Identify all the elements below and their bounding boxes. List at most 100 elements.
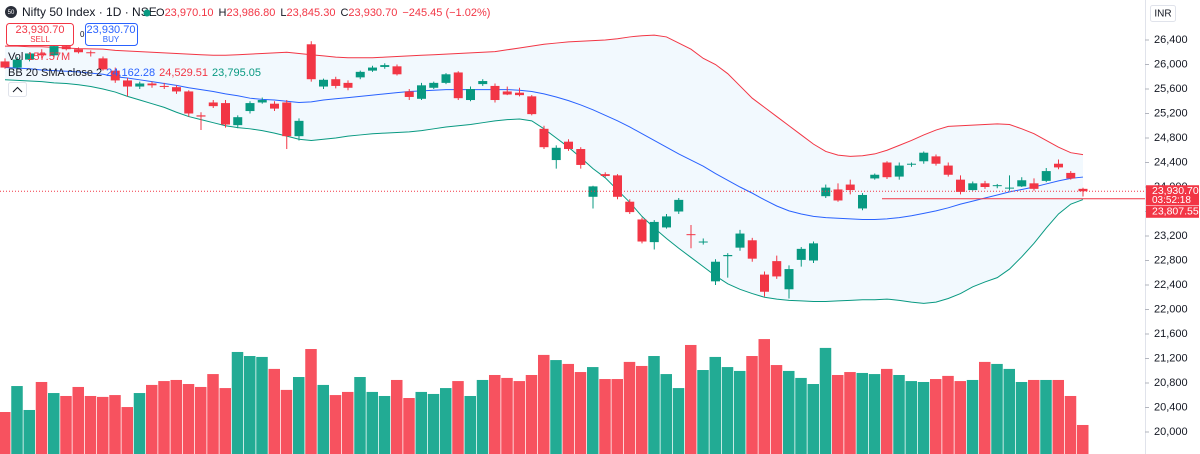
volume-bar: [219, 388, 231, 454]
overlay: 50 Nifty 50 Index · 1D · NSE O23,970.10 H…: [5, 5, 1176, 97]
volume-bar: [133, 393, 146, 454]
ohlc-value: 23,986.80: [226, 7, 275, 19]
ohlc-value: 23,970.10: [165, 7, 214, 19]
volume-bar: [391, 379, 403, 454]
volume-bar: [746, 356, 758, 454]
candle-body: [0, 61, 10, 68]
y-tick-label: 22,000: [1154, 303, 1188, 315]
volume-bar: [611, 379, 623, 454]
y-tick-label: 21,200: [1154, 352, 1188, 364]
volume-bar: [293, 377, 305, 454]
volume-bar: [476, 379, 489, 454]
volume-bar: [195, 386, 207, 454]
logo-text: 50: [8, 10, 15, 16]
candle-body: [282, 102, 292, 137]
volume-bar: [942, 375, 954, 454]
currency: INR: [1154, 9, 1171, 20]
y-tick-label: 22,800: [1154, 254, 1188, 266]
volume-bar: [856, 372, 868, 454]
volume-bar: [991, 363, 1003, 454]
candle-body: [98, 58, 108, 70]
candle-body: [37, 53, 47, 56]
volume-bar: [317, 384, 329, 454]
volume-bar: [819, 347, 832, 454]
volume-bar: [280, 389, 293, 454]
candle-body: [404, 91, 414, 97]
volume-bar: [403, 398, 415, 454]
candle-body: [662, 216, 671, 228]
collapse-icon: [12, 86, 23, 93]
volume-bar: [489, 374, 501, 454]
candle-body: [429, 82, 439, 88]
candle-body: [735, 233, 745, 248]
candle-body: [588, 186, 598, 197]
candle-body: [723, 254, 733, 257]
candle-body: [943, 165, 953, 175]
volume-bar: [930, 379, 942, 454]
volume-bar: [550, 360, 562, 454]
volume-bar: [636, 365, 648, 454]
volume-bar: [795, 377, 807, 454]
candle-body: [833, 189, 843, 201]
volume-bar: [366, 391, 378, 454]
candle-body: [49, 46, 59, 56]
candle-body: [784, 269, 794, 290]
volume-bar: [770, 365, 783, 454]
ohlc-key: L: [280, 7, 286, 19]
bb-upper: 24,529.51: [159, 67, 208, 79]
volume-bar: [378, 395, 391, 454]
volume-bar: [84, 395, 97, 454]
volume-bar: [231, 351, 244, 454]
volume-bar: [709, 356, 721, 454]
volume-bar: [256, 356, 268, 454]
volume-bar: [881, 368, 893, 454]
currency-box[interactable]: [1150, 5, 1176, 22]
volume-bar: [170, 379, 182, 454]
band-line: [5, 34, 1084, 157]
candle-body: [233, 117, 243, 126]
candle-body: [821, 187, 831, 197]
volume-bar: [1077, 424, 1089, 454]
volume-bar: [440, 388, 452, 454]
candle-body: [1029, 183, 1039, 189]
collapse-button[interactable]: [8, 82, 27, 97]
volume-bar: [97, 396, 109, 454]
plot-area: [0, 34, 1145, 454]
sell-button[interactable]: [6, 23, 74, 46]
candle-body: [600, 174, 610, 176]
candle-body: [478, 81, 488, 85]
volume-bar: [721, 367, 734, 454]
candle-body: [172, 87, 181, 92]
candle-body: [306, 44, 316, 80]
volume-bar: [574, 372, 587, 454]
ohlc-legend: O23,970.10 H23,986.80 L23,845.30 C23,930.70…: [156, 7, 490, 19]
volume-bar: [35, 381, 48, 454]
sell-label: SELL: [30, 35, 50, 44]
buy-button[interactable]: [85, 23, 138, 46]
volume-bar: [427, 393, 440, 454]
candle-body: [674, 199, 684, 212]
bb-middle: 24,162.28: [106, 67, 155, 79]
last-price-label: 23,930.70: [1152, 185, 1199, 197]
bb-legend: BB 20 SMA close 2 24,162.28 24,529.51 23,79…: [8, 67, 261, 79]
volume-bar: [562, 363, 574, 454]
volume-value: 157.57M: [27, 51, 70, 63]
candle-body: [196, 115, 206, 117]
candle-body: [968, 183, 978, 191]
candle-body: [355, 71, 365, 78]
price-line-label: 23,807.55: [1152, 206, 1199, 218]
bb-name: BB 20 SMA close 2: [8, 67, 102, 79]
volume-bar: [48, 393, 60, 454]
candle-body: [882, 162, 892, 178]
candle-body: [698, 241, 708, 243]
volume-bar: [660, 374, 672, 454]
logo: [5, 6, 17, 18]
volume-bar: [182, 384, 195, 454]
volume-bar: [158, 381, 170, 454]
y-tick-label: 20,000: [1154, 426, 1188, 438]
candle-body: [1078, 188, 1088, 192]
volume-bar: [599, 379, 611, 454]
volume-bar: [844, 372, 856, 454]
volume-legend: Vol 157.57M: [8, 51, 70, 63]
